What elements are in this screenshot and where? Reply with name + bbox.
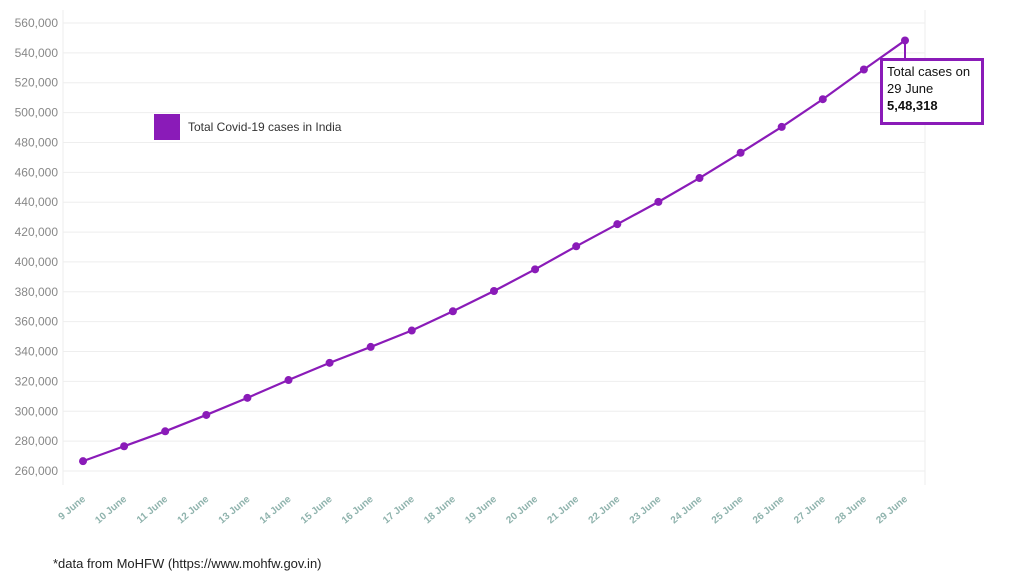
data-point — [736, 148, 745, 157]
x-tick-label: 16 June — [340, 494, 376, 527]
legend-label: Total Covid-19 cases in India — [188, 120, 342, 134]
data-point — [695, 174, 704, 183]
y-tick-label: 260,000 — [15, 464, 59, 478]
x-tick-label: 20 June — [504, 494, 540, 527]
y-tick-label: 480,000 — [15, 135, 59, 149]
y-tick-label: 420,000 — [15, 225, 59, 239]
data-point — [325, 358, 334, 367]
y-tick-label: 400,000 — [15, 255, 59, 269]
data-point — [901, 36, 909, 45]
data-point — [407, 326, 416, 335]
data-point — [284, 376, 293, 385]
y-tick-label: 320,000 — [15, 374, 59, 388]
series-line-total-cases — [82, 39, 906, 463]
x-tick-label: 25 June — [710, 494, 746, 527]
latest-total-callout: Total cases on 29 June 5,48,318 — [880, 58, 984, 125]
x-tick-label: 24 June — [669, 494, 705, 527]
data-point — [161, 427, 170, 436]
x-tick-label: 28 June — [833, 494, 869, 527]
x-tick-label: 11 June — [135, 494, 171, 526]
x-tick-label: 18 June — [422, 494, 458, 527]
y-tick-label: 280,000 — [15, 434, 59, 448]
data-point — [613, 220, 622, 229]
y-tick-label: 380,000 — [15, 285, 59, 299]
data-point — [859, 65, 868, 74]
x-tick-label: 19 June — [463, 494, 499, 527]
x-tick-label: 17 June — [381, 494, 417, 527]
data-point — [202, 410, 211, 419]
data-point — [366, 342, 375, 351]
gridlines — [62, 10, 926, 485]
y-tick-label: 300,000 — [15, 404, 59, 418]
data-points — [79, 36, 909, 466]
data-point — [572, 242, 581, 251]
y-axis-ticks: 260,000 280,000 300,000 320,000 340,000 360,0… — [15, 16, 59, 478]
x-tick-label: 27 June — [792, 494, 828, 527]
callout-line2: 29 June — [887, 81, 934, 96]
data-point — [448, 307, 457, 316]
data-point — [818, 95, 827, 104]
data-point — [654, 197, 663, 206]
y-tick-label: 440,000 — [15, 195, 59, 209]
x-tick-label: 26 June — [751, 494, 787, 527]
callout-line1: Total cases on — [887, 64, 971, 79]
x-axis-ticks: 9 June 10 June 11 June 12 June 13 June 14 Jun… — [57, 494, 911, 527]
legend: Total Covid-19 cases in India — [154, 114, 341, 140]
data-point — [490, 287, 498, 296]
x-tick-label: 10 June — [93, 494, 129, 527]
y-tick-label: 560,000 — [15, 16, 59, 30]
legend-swatch — [154, 114, 180, 140]
data-point — [120, 442, 129, 451]
x-tick-label: 13 June — [217, 494, 253, 527]
y-tick-label: 460,000 — [15, 165, 59, 179]
data-point — [243, 393, 252, 402]
x-tick-label: 15 June — [299, 494, 335, 527]
x-tick-label: 22 June — [587, 494, 623, 527]
callout-value: 5,48,318 — [887, 98, 938, 113]
data-point — [777, 122, 786, 131]
data-point — [79, 457, 87, 466]
x-tick-label: 29 June — [874, 494, 910, 527]
source-note: *data from MoHFW (https://www.mohfw.gov.… — [53, 556, 322, 571]
y-tick-label: 340,000 — [15, 345, 59, 359]
x-tick-label: 9 June — [57, 494, 89, 523]
data-point — [531, 265, 540, 274]
y-tick-label: 500,000 — [15, 106, 59, 120]
x-tick-label: 23 June — [628, 494, 664, 527]
x-tick-label: 21 June — [546, 494, 582, 527]
x-tick-label: 14 June — [258, 494, 294, 527]
y-tick-label: 520,000 — [15, 76, 59, 90]
y-tick-label: 360,000 — [15, 315, 59, 329]
y-tick-label: 540,000 — [15, 46, 59, 60]
x-tick-label: 12 June — [176, 494, 212, 527]
